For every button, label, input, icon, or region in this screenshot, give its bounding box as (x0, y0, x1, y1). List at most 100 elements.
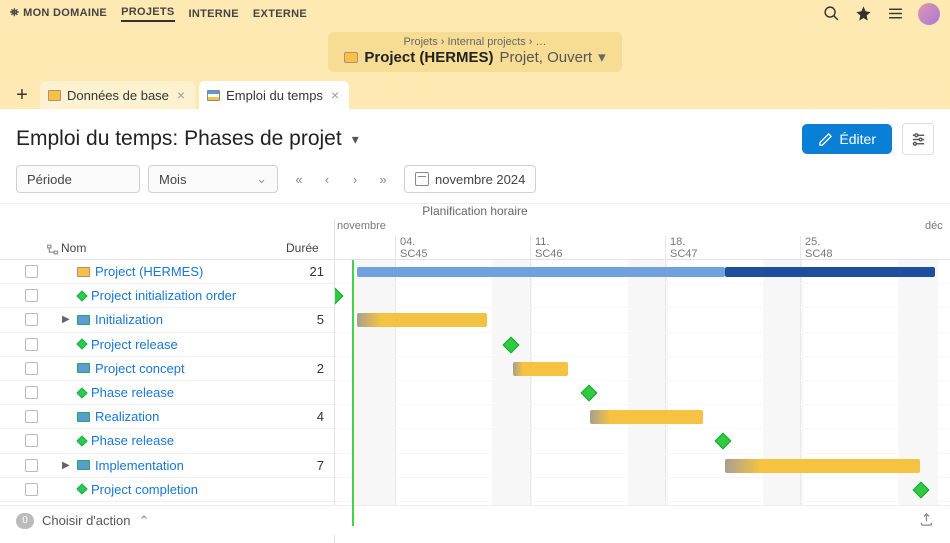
table-row[interactable]: Project completion (0, 478, 334, 502)
breadcrumb-main[interactable]: Project (HERMES) Projet, Ouvert ▾ (344, 48, 605, 66)
row-checkbox[interactable] (25, 459, 38, 472)
chevron-up-icon[interactable]: ⌃ (138, 513, 149, 529)
gantt-bar[interactable] (513, 362, 568, 376)
expander-icon[interactable]: ▶ (62, 460, 72, 471)
row-checkbox[interactable] (25, 265, 38, 278)
table-row[interactable]: Project release (0, 333, 334, 357)
breadcrumb-more[interactable]: … (536, 36, 547, 48)
search-icon[interactable] (822, 5, 840, 23)
gantt-bar[interactable] (725, 459, 920, 473)
timeline-row (335, 478, 950, 502)
chevron-down-icon: ⌄ (256, 171, 267, 187)
task-link[interactable]: Initialization (95, 312, 163, 327)
nav-first[interactable]: « (286, 165, 312, 193)
add-tab-button[interactable]: + (8, 81, 36, 109)
gantt-icon (207, 90, 220, 101)
row-checkbox[interactable] (25, 313, 38, 326)
col-name-header[interactable]: Nom (46, 241, 286, 259)
folder-icon (48, 90, 61, 101)
row-checkbox[interactable] (25, 483, 38, 496)
timeline-row (335, 308, 950, 332)
row-checkbox[interactable] (25, 362, 38, 375)
row-checkbox[interactable] (25, 386, 38, 399)
period-selector[interactable]: Période (16, 165, 140, 193)
table-row[interactable]: ▶Implementation 7 (0, 454, 334, 478)
tab-label: Données de base (67, 88, 169, 103)
nav-prev[interactable]: ‹ (314, 165, 340, 193)
table-row[interactable]: Phase release (0, 381, 334, 405)
row-checkbox[interactable] (25, 434, 38, 447)
milestone-diamond[interactable] (581, 384, 598, 401)
selection-count: 0 (16, 513, 34, 529)
breadcrumb-trail: Projets › Internal projects › … (344, 36, 605, 48)
avatar[interactable] (918, 3, 940, 25)
duration-cell: 4 (286, 409, 334, 424)
nav-item[interactable]: EXTERNE (253, 8, 307, 20)
gantt-bar[interactable] (357, 313, 487, 327)
chevron-down-icon[interactable]: ▾ (598, 48, 606, 66)
table-row[interactable]: Project (HERMES) 21 (0, 260, 334, 284)
menu-icon[interactable] (886, 5, 904, 23)
milestone-diamond[interactable] (335, 288, 343, 305)
nav-item[interactable]: ⛯MON DOMAINE (10, 7, 107, 20)
folder-icon (77, 412, 90, 422)
project-name: Project (HERMES) (364, 49, 493, 66)
task-link[interactable]: Phase release (91, 385, 174, 400)
table-row[interactable]: Project initialization order (0, 284, 334, 308)
mode-selector[interactable]: Mois ⌄ (148, 165, 278, 193)
timeline-body (335, 260, 950, 526)
breadcrumb-link[interactable]: Internal projects (447, 36, 525, 48)
col-duration-header[interactable]: Durée (286, 241, 334, 259)
month-label: novembre (337, 220, 386, 232)
row-checkbox[interactable] (25, 338, 38, 351)
table-row[interactable]: Phase release (0, 429, 334, 453)
date-picker[interactable]: novembre 2024 (404, 165, 536, 193)
task-link[interactable]: Implementation (95, 458, 184, 473)
milestone-diamond[interactable] (715, 433, 732, 450)
nav-next[interactable]: › (342, 165, 368, 193)
export-icon[interactable] (919, 512, 934, 530)
milestone-diamond[interactable] (503, 336, 520, 353)
breadcrumb-link[interactable]: Projets (403, 36, 437, 48)
tree-icon (46, 243, 57, 254)
nav-last[interactable]: » (370, 165, 396, 193)
page-title: Emploi du temps: Phases de projet (16, 127, 342, 151)
table-row[interactable]: ▶Initialization 5 (0, 308, 334, 332)
star-icon[interactable] (854, 5, 872, 23)
milestone-icon (76, 484, 87, 495)
topbar-right (822, 3, 940, 25)
task-link[interactable]: Phase release (91, 433, 174, 448)
mode-label: Mois (159, 172, 186, 187)
gantt-bar[interactable] (590, 410, 703, 424)
settings-button[interactable] (902, 123, 934, 155)
gantt-chart[interactable]: novembredéc 04.SC4511.SC4618.SC4725.SC48 (335, 218, 950, 543)
week-column: 11.SC46 (530, 236, 563, 260)
gantt-bar[interactable] (725, 267, 935, 277)
timeline-row (335, 284, 950, 308)
table-row[interactable]: Realization 4 (0, 405, 334, 429)
title-dropdown[interactable]: ▾ (352, 131, 359, 148)
expander-icon[interactable]: ▶ (62, 314, 72, 325)
nav-item[interactable]: PROJETS (121, 6, 174, 22)
milestone-icon (76, 290, 87, 301)
close-icon[interactable]: × (329, 87, 341, 103)
task-link[interactable]: Project release (91, 337, 178, 352)
task-link[interactable]: Project completion (91, 482, 198, 497)
task-link[interactable]: Project initialization order (91, 288, 236, 303)
tab[interactable]: Emploi du temps× (199, 81, 349, 109)
task-link[interactable]: Project concept (95, 361, 185, 376)
date-label: novembre 2024 (435, 172, 525, 187)
bulk-action-label[interactable]: Choisir d'action (42, 513, 130, 528)
task-link[interactable]: Project (HERMES) (95, 264, 203, 279)
edit-button[interactable]: Éditer (802, 124, 892, 154)
toolbar: Période Mois ⌄ « ‹ › » novembre 2024 (0, 165, 950, 203)
task-link[interactable]: Realization (95, 409, 159, 424)
gantt-bar[interactable] (357, 267, 725, 277)
row-checkbox[interactable] (25, 289, 38, 302)
nav-item[interactable]: INTERNE (189, 8, 239, 20)
milestone-diamond[interactable] (913, 481, 930, 498)
close-icon[interactable]: × (175, 87, 187, 103)
tab[interactable]: Données de base × (40, 81, 195, 109)
row-checkbox[interactable] (25, 410, 38, 423)
table-row[interactable]: Project concept 2 (0, 357, 334, 381)
